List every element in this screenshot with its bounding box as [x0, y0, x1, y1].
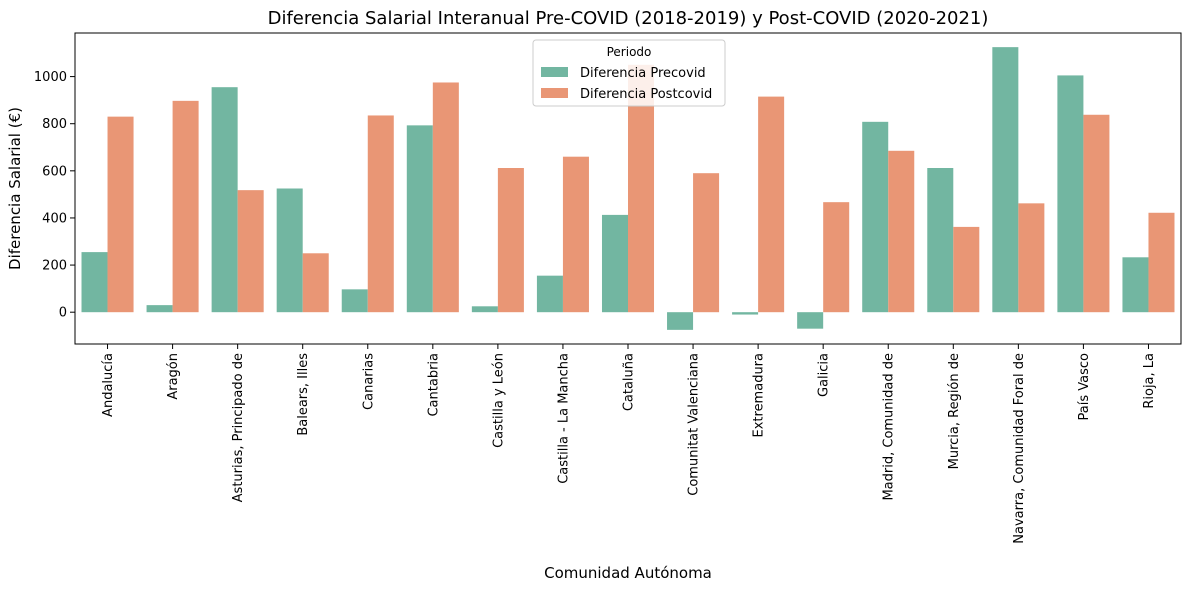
x-tick-label: Extremadura: [752, 353, 767, 438]
bar-precovid: [341, 289, 368, 313]
chart-title: Diferencia Salarial Interanual Pre-COVID…: [268, 8, 989, 29]
bar-precovid: [732, 312, 759, 315]
bar-postcovid: [497, 168, 524, 313]
bar-precovid: [667, 312, 694, 330]
bar-precovid: [862, 121, 889, 313]
bar-postcovid: [693, 173, 720, 313]
bar-postcovid: [172, 100, 199, 313]
x-tick-label: Comunitat Valenciana: [687, 353, 702, 496]
bar-postcovid: [562, 156, 589, 313]
bar-precovid: [1122, 257, 1149, 313]
legend-swatch: [541, 88, 568, 98]
x-axis-label: Comunidad Autónoma: [544, 564, 712, 582]
x-tick-label: Galicia: [817, 353, 832, 397]
y-tick-label: 200: [42, 259, 67, 274]
bar-precovid: [211, 87, 238, 313]
x-tick-label: País Vasco: [1077, 353, 1092, 421]
bar-postcovid: [302, 253, 329, 313]
x-tick-label: Navarra, Comunidad Foral de: [1012, 353, 1027, 544]
bar-precovid: [536, 275, 563, 313]
bar-precovid: [146, 305, 173, 313]
bar-precovid: [1057, 75, 1084, 313]
x-tick-label: Cantabria: [426, 353, 441, 417]
x-tick-label: Andalucía: [101, 353, 116, 417]
legend-swatch: [541, 67, 568, 77]
legend: Periodo Diferencia Precovid Diferencia Pos…: [532, 39, 726, 107]
y-axis-ticks: 0 200 400 600 800 1000: [34, 70, 75, 321]
bar-postcovid: [953, 226, 980, 313]
x-axis-ticks: Andalucía Aragón Asturias, Principado de Ba…: [101, 344, 1157, 544]
bar-postcovid: [237, 190, 264, 313]
legend-box: [532, 39, 726, 107]
bar-postcovid: [823, 202, 850, 313]
x-tick-label: Rioja, La: [1142, 353, 1157, 409]
y-tick-label: 800: [42, 117, 67, 132]
y-axis-label: Diferencia Salarial (€): [6, 107, 24, 270]
legend-label: Diferencia Precovid: [580, 66, 706, 81]
x-tick-label: Madrid, Comunidad de: [882, 353, 897, 501]
y-tick-label: 1000: [34, 70, 67, 85]
bar-postcovid: [758, 96, 785, 313]
x-tick-label: Aragón: [166, 353, 181, 400]
bar-precovid: [601, 214, 628, 313]
bar-precovid: [406, 125, 433, 313]
bar-postcovid: [367, 115, 394, 313]
x-tick-label: Castilla y León: [491, 353, 506, 448]
bar-postcovid: [432, 82, 459, 313]
y-tick-label: 400: [42, 211, 67, 226]
bar-postcovid: [888, 150, 915, 313]
bar-postcovid: [107, 116, 134, 313]
bar-precovid: [471, 306, 498, 313]
legend-label: Diferencia Postcovid: [580, 87, 712, 102]
x-tick-label: Asturias, Principado de: [231, 353, 246, 502]
y-tick-label: 600: [42, 164, 67, 179]
bar-precovid: [797, 312, 824, 329]
bar-postcovid: [1018, 203, 1045, 313]
legend-title: Periodo: [607, 45, 652, 59]
bar-postcovid: [1083, 114, 1110, 313]
bar-precovid: [276, 188, 303, 313]
x-tick-label: Canarias: [361, 353, 376, 410]
bar-precovid: [992, 47, 1019, 313]
bar-postcovid: [1148, 212, 1175, 313]
x-tick-label: Murcia, Región de: [947, 353, 962, 469]
bars: [81, 47, 1175, 330]
y-tick-label: 0: [59, 306, 67, 321]
bar-precovid: [81, 252, 108, 313]
x-tick-label: Balears, Illes: [296, 353, 311, 436]
x-tick-label: Cataluña: [622, 353, 637, 411]
x-tick-label: Castilla - La Mancha: [556, 353, 571, 484]
bar-precovid: [927, 168, 954, 313]
